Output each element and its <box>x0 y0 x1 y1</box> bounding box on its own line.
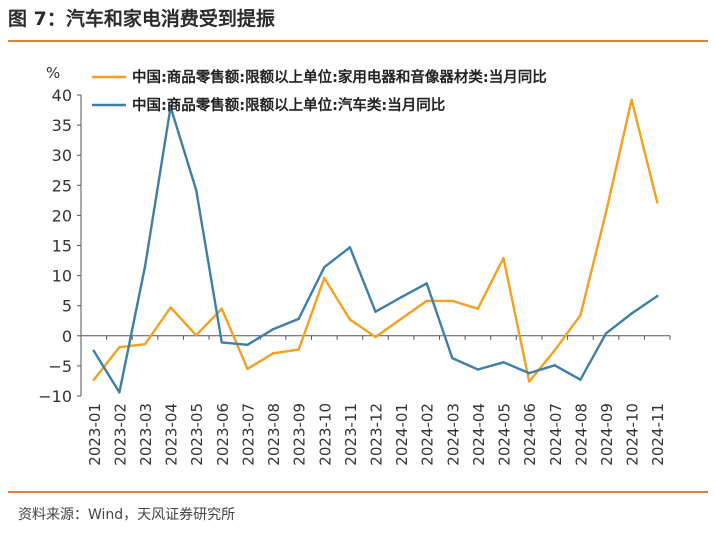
x-tick-label: 2024-05 <box>496 403 514 466</box>
x-tick-label: 2024-01 <box>393 403 411 466</box>
data-point-appliances <box>348 318 352 321</box>
x-tick-label: 2023-02 <box>111 403 129 466</box>
data-point-appliances <box>143 343 147 346</box>
data-point-appliances <box>528 380 531 383</box>
source-note: 资料来源：Wind，天风证券研究所 <box>18 507 236 523</box>
data-point-automobiles <box>220 341 223 344</box>
y-tick-label: 15 <box>52 237 72 256</box>
data-point-automobiles <box>425 282 428 285</box>
y-tick-label: 0 <box>62 327 72 346</box>
chart-legend: 中国:商品零售额:限额以上单位:家用电器和音像器材类:当月同比中国:商品零售额:… <box>92 68 547 114</box>
x-tick-label: 2024-08 <box>572 403 590 466</box>
legend-label-appliances: 中国:商品零售额:限额以上单位:家用电器和音像器材类:当月同比 <box>132 68 547 86</box>
data-point-appliances <box>323 276 326 280</box>
data-point-automobiles <box>476 368 480 371</box>
data-point-appliances <box>604 211 608 214</box>
data-point-appliances <box>630 98 633 102</box>
data-point-appliances <box>220 307 223 310</box>
y-tick-label: −5 <box>48 357 72 376</box>
y-axis-ticks: 40 35 30 25 20 15 10 5 0 −5 −10% <box>38 64 81 406</box>
data-point-automobiles <box>630 312 633 315</box>
x-tick-label: 2024-09 <box>598 403 616 466</box>
x-tick-label: 2023-03 <box>137 403 155 466</box>
data-point-automobiles <box>399 296 403 299</box>
series-line-appliances <box>92 98 659 383</box>
y-tick-label: 25 <box>52 176 72 195</box>
y-tick-label: 40 <box>52 86 72 105</box>
data-point-appliances <box>169 306 172 309</box>
data-point-automobiles <box>143 265 147 268</box>
x-tick-label: 2023-10 <box>316 403 334 466</box>
x-tick-label: 2023-05 <box>188 403 206 466</box>
data-point-automobiles <box>297 317 300 321</box>
data-point-automobiles <box>579 378 582 381</box>
chart-title: 图 7：汽车和家电消费受到提振 <box>8 8 275 30</box>
x-tick-label: 2023-12 <box>368 403 386 466</box>
chart-series <box>92 98 659 394</box>
x-tick-label: 2023-07 <box>239 403 257 466</box>
y-tick-label: 30 <box>52 146 72 165</box>
data-point-appliances <box>195 334 198 337</box>
data-point-appliances <box>92 378 96 381</box>
data-point-automobiles <box>195 188 198 192</box>
data-point-automobiles <box>553 364 556 367</box>
data-point-appliances <box>476 307 480 310</box>
x-tick-label: 2024-04 <box>470 403 488 466</box>
data-point-automobiles <box>348 246 352 249</box>
x-axis-ticks: 2023-01 2023-02 2023-03 2023-04 2023-05 2023-… <box>80 335 671 466</box>
data-point-automobiles <box>118 391 121 394</box>
x-tick-label: 2024-11 <box>649 403 667 466</box>
data-point-automobiles <box>656 294 659 298</box>
data-point-appliances <box>399 317 403 321</box>
y-axis-unit-label: % <box>46 64 60 82</box>
y-tick-label: 20 <box>52 206 72 225</box>
x-tick-label: 2024-06 <box>521 403 539 466</box>
y-tick-label: 35 <box>52 116 72 135</box>
x-tick-label: 2023-09 <box>291 403 309 466</box>
data-point-appliances <box>118 346 121 349</box>
data-point-automobiles <box>604 332 608 335</box>
x-tick-label: 2024-07 <box>547 403 565 466</box>
data-point-automobiles <box>169 105 172 109</box>
y-tick-label: −10 <box>38 387 72 406</box>
data-point-appliances <box>271 352 275 355</box>
x-tick-label: 2023-08 <box>265 403 283 466</box>
x-tick-label: 2024-02 <box>419 403 437 466</box>
data-point-automobiles <box>451 356 454 360</box>
data-point-automobiles <box>271 328 275 331</box>
data-point-automobiles <box>374 310 377 313</box>
y-tick-label: 10 <box>52 267 72 286</box>
data-point-automobiles <box>502 361 505 364</box>
data-point-appliances <box>451 299 454 303</box>
legend-label-automobiles: 中国:商品零售额:限额以上单位:汽车类:当月同比 <box>132 96 445 114</box>
data-point-automobiles <box>323 266 326 269</box>
x-tick-label: 2024-10 <box>624 403 642 466</box>
data-point-automobiles <box>528 371 531 375</box>
series-line-automobiles <box>92 105 659 394</box>
data-point-appliances <box>579 314 582 317</box>
footer-divider <box>8 491 708 493</box>
data-point-automobiles <box>246 343 249 346</box>
data-point-automobiles <box>92 349 96 353</box>
x-tick-label: 2023-01 <box>86 403 104 466</box>
data-point-appliances <box>297 348 300 351</box>
data-point-appliances <box>374 335 377 339</box>
data-point-appliances <box>425 299 428 303</box>
x-tick-label: 2023-06 <box>214 403 232 466</box>
title-divider <box>8 40 708 42</box>
x-tick-label: 2023-11 <box>342 403 360 466</box>
data-point-appliances <box>656 201 659 204</box>
x-tick-label: 2024-03 <box>444 403 462 466</box>
data-point-appliances <box>553 349 556 352</box>
x-tick-label: 2023-04 <box>163 403 181 466</box>
chart-axes <box>80 95 670 396</box>
y-tick-label: 5 <box>62 297 72 316</box>
data-point-appliances <box>502 256 505 260</box>
data-point-appliances <box>246 367 249 371</box>
